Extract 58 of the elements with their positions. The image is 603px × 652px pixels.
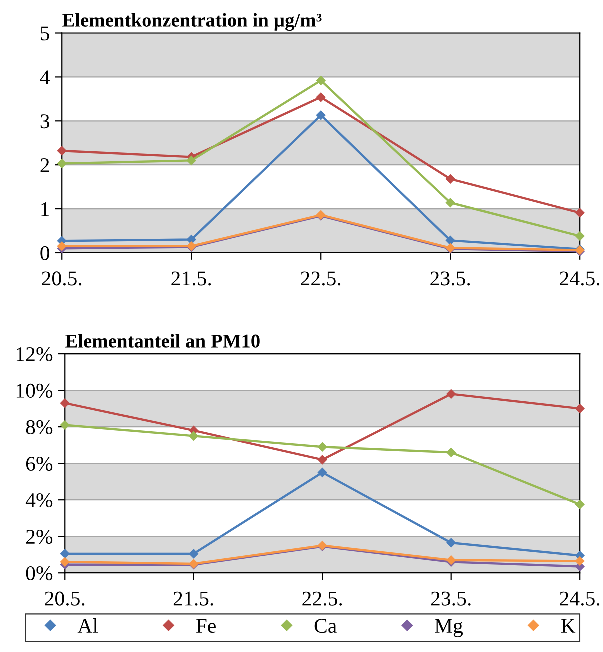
x-tick-label: 24.5.: [560, 272, 600, 286]
y-tick-label: 10%: [16, 384, 53, 398]
point: [446, 556, 456, 565]
y-tick-label: 8%: [26, 420, 53, 435]
point: [575, 404, 585, 414]
point: [60, 558, 70, 567]
y-tick-label: 5: [41, 26, 50, 41]
x-tick-label: 24.5.: [560, 592, 600, 606]
legend-label: Ca: [314, 619, 337, 634]
point: [575, 500, 585, 510]
y-tick-label: 4%: [26, 493, 53, 508]
point: [60, 420, 70, 430]
point: [186, 235, 196, 244]
point: [318, 442, 328, 452]
point: [316, 92, 326, 102]
point: [446, 448, 456, 458]
y-tick-label: 2%: [26, 530, 53, 544]
y-tick-label: 6%: [26, 456, 53, 472]
point: [318, 468, 328, 478]
point: [186, 156, 196, 166]
y-tick-label: 2: [40, 158, 50, 172]
chart-title: Elementkonzentration in µg/m³: [62, 13, 322, 32]
point: [189, 549, 198, 559]
point: [446, 174, 456, 184]
legend-label: Fe: [196, 619, 216, 634]
point: [189, 432, 198, 441]
y-tick-label: 0: [40, 246, 50, 260]
legend-label: K: [561, 619, 576, 633]
y-tick-label: 12%: [16, 347, 53, 362]
x-tick-label: 23.5.: [431, 592, 471, 606]
point: [575, 232, 585, 241]
y-tick-label: 0%: [26, 566, 53, 581]
x-tick-label: 22.5.: [301, 272, 341, 286]
x-tick-label: 23.5.: [430, 272, 470, 286]
x-tick-label: 21.5.: [172, 272, 212, 286]
x-tick-label: 21.5.: [174, 592, 214, 606]
y-tick-label: 3: [40, 114, 50, 129]
point: [60, 398, 70, 408]
point: [57, 146, 67, 156]
legend-label: Mg: [435, 619, 464, 638]
legend-label: Al: [78, 618, 98, 633]
x-tick-label: 20.5.: [45, 592, 85, 606]
point: [316, 76, 326, 86]
point: [575, 208, 585, 218]
point: [446, 198, 456, 208]
point: [575, 556, 585, 566]
point: [446, 538, 456, 548]
x-tick-label: 20.5.: [42, 272, 82, 286]
point: [57, 159, 67, 168]
y-tick-label: 4: [40, 70, 50, 84]
point: [318, 455, 328, 465]
point: [446, 390, 456, 399]
point: [316, 110, 326, 120]
chart-title: Elementanteil an PM10: [65, 334, 260, 348]
point: [60, 549, 70, 559]
point: [446, 236, 456, 246]
y-tick-label: 1: [42, 202, 50, 216]
x-tick-label: 22.5.: [302, 592, 342, 606]
